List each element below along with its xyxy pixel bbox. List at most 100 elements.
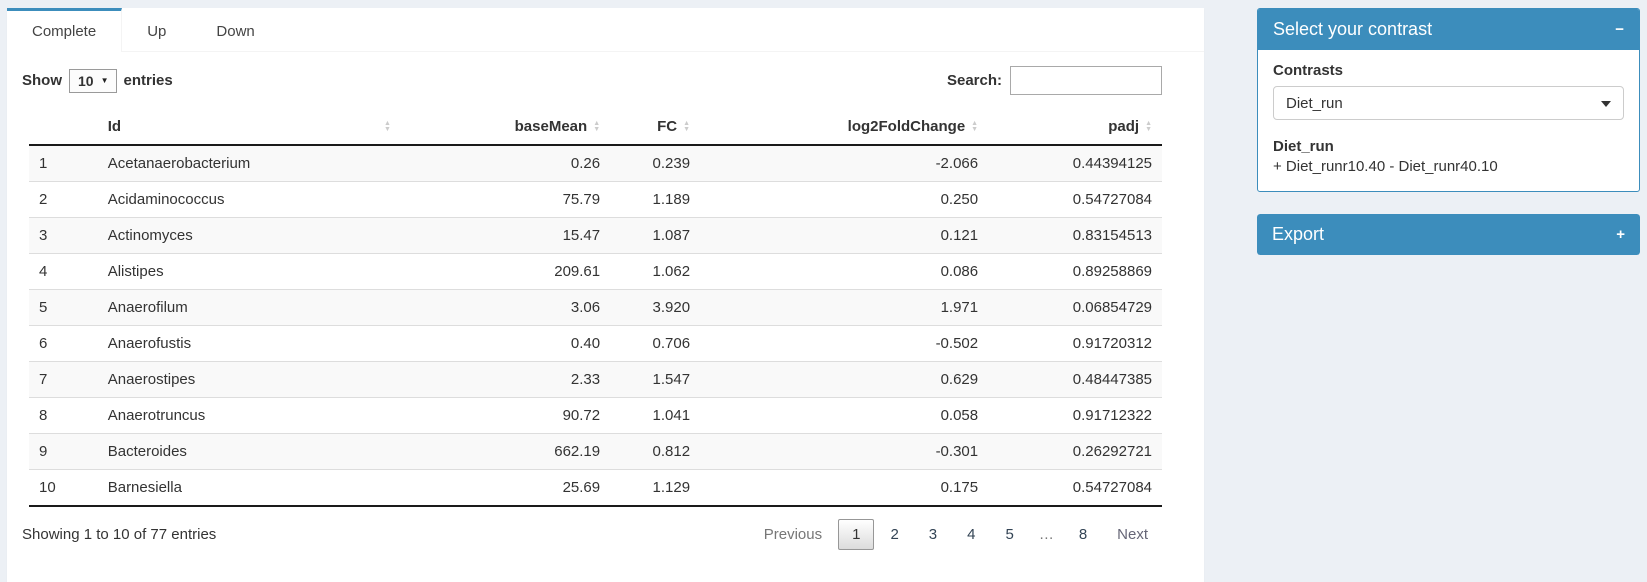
page-length-value: 10 [78, 72, 94, 89]
basemean-cell: 662.19 [554, 443, 601, 460]
id-cell: Anaerotruncus [107, 407, 206, 424]
table-row[interactable]: 10 Barnesiella 25.69 1.129 0.175 0.54727084 [29, 469, 1162, 507]
expand-plus-icon[interactable]: + [1616, 226, 1625, 243]
table-row[interactable]: 8 Anaerotruncus 90.72 1.041 0.058 0.91712322 [29, 397, 1162, 434]
row-index-cell: 2 [39, 191, 48, 208]
basemean-cell: 3.06 [570, 299, 601, 316]
sidebar: Select your contrast − Contrasts Diet_ru… [1257, 8, 1640, 255]
log2foldchange-cell: -0.301 [935, 443, 979, 460]
column-label: baseMean [514, 118, 588, 135]
pagination-page-1[interactable]: 1 [838, 519, 875, 550]
log2foldchange-cell: 0.250 [940, 191, 979, 208]
search-input[interactable] [1010, 66, 1162, 95]
id-cell: Acidaminococcus [107, 191, 225, 208]
id-cell: Anaerofustis [107, 335, 192, 352]
column-label: FC [657, 118, 678, 135]
pagination-page-2[interactable]: 2 [890, 526, 899, 543]
table-row[interactable]: 2 Acidaminococcus 75.79 1.189 0.250 0.5472708… [29, 181, 1162, 218]
show-label: Show [22, 72, 62, 89]
id-cell: Alistipes [107, 263, 164, 280]
contrasts-label: Contrasts [1273, 62, 1344, 79]
fc-cell: 1.062 [652, 263, 691, 280]
tab-complete[interactable]: Complete [7, 8, 123, 52]
tab-bar: Complete Up Down [7, 8, 1204, 52]
padj-cell: 0.44394125 [1072, 155, 1152, 172]
pagination-page-3[interactable]: 3 [928, 526, 938, 543]
results-panel: Complete Up Down Show 10 ▼ entries Search: [7, 8, 1204, 582]
contrast-box-body: Contrasts Diet_run Diet_run + Diet_runr1… [1258, 50, 1639, 191]
column-header-fc[interactable]: FC ▲ ▼ [610, 109, 701, 146]
row-index-cell: 6 [39, 335, 48, 352]
row-index-header [29, 109, 98, 146]
contrast-box-title: Select your contrast [1273, 19, 1433, 39]
sort-icon: ▲ ▼ [593, 119, 601, 133]
id-cell: Anaerostipes [107, 371, 196, 388]
row-index-cell: 1 [39, 155, 48, 172]
table-row[interactable]: 9 Bacteroides 662.19 0.812 -0.301 0.26292721 [29, 433, 1162, 470]
table-header: Id ▲ ▼ baseMean ▲ ▼ [29, 109, 1162, 146]
fc-cell: 1.189 [652, 191, 691, 208]
column-header-basemean[interactable]: baseMean ▲ ▼ [400, 109, 611, 146]
row-index-cell: 5 [39, 299, 48, 316]
search-control: Search: [947, 66, 1162, 95]
column-header-log2foldchange[interactable]: log2FoldChange ▲ ▼ [700, 109, 989, 146]
tab-up[interactable]: Up [147, 23, 167, 40]
table-row[interactable]: 6 Anaerofustis 0.40 0.706 -0.502 0.91720312 [29, 325, 1162, 362]
log2foldchange-cell: 0.629 [940, 371, 979, 388]
table-body: 1 Acetanaerobacterium 0.26 0.239 -2.066 0.443… [29, 145, 1162, 506]
padj-cell: 0.54727084 [1072, 479, 1152, 496]
table-row[interactable]: 1 Acetanaerobacterium 0.26 0.239 -2.066 0.443… [29, 145, 1162, 182]
table-row[interactable]: 3 Actinomyces 15.47 1.087 0.121 0.83154513 [29, 217, 1162, 254]
basemean-cell: 209.61 [554, 263, 601, 280]
export-box-header: Export + [1257, 214, 1640, 255]
column-header-padj[interactable]: padj ▲ ▼ [988, 109, 1162, 146]
padj-cell: 0.89258869 [1072, 263, 1152, 280]
panel-content: Show 10 ▼ entries Search: [7, 52, 1204, 560]
padj-cell: 0.54727084 [1072, 191, 1152, 208]
column-label: padj [1108, 118, 1140, 135]
fc-cell: 1.129 [652, 479, 691, 496]
tab-down[interactable]: Down [216, 23, 255, 40]
sort-icon: ▲ ▼ [1145, 119, 1152, 133]
contrast-name: Diet_run [1273, 138, 1334, 155]
caret-down-icon: ▼ [100, 76, 109, 85]
padj-cell: 0.48447385 [1072, 371, 1152, 388]
basemean-cell: 25.69 [562, 479, 601, 496]
id-cell: Bacteroides [107, 443, 187, 460]
table-row[interactable]: 5 Anaerofilum 3.06 3.920 1.971 0.06854729 [29, 289, 1162, 326]
fc-cell: 0.239 [652, 155, 691, 172]
datatable-wrapper: Show 10 ▼ entries Search: [22, 66, 1162, 550]
contrast-select-value: Diet_run [1286, 94, 1343, 112]
fc-cell: 0.706 [652, 335, 691, 352]
log2foldchange-cell: -2.066 [935, 155, 979, 172]
fc-cell: 0.812 [652, 443, 691, 460]
pagination-page-5[interactable]: 5 [1005, 526, 1014, 543]
pagination-page-4[interactable]: 4 [967, 526, 976, 543]
row-index-cell: 7 [39, 371, 48, 388]
log2foldchange-cell: -0.502 [935, 335, 979, 352]
log2foldchange-cell: 0.086 [940, 263, 979, 280]
padj-cell: 0.26292721 [1072, 443, 1152, 460]
pagination-next[interactable]: Next [1117, 526, 1148, 543]
fc-cell: 3.920 [652, 299, 691, 316]
row-index-cell: 9 [39, 443, 48, 460]
contrast-select[interactable]: Diet_run [1273, 86, 1624, 120]
table-row[interactable]: 7 Anaerostipes 2.33 1.547 0.629 0.48447385 [29, 361, 1162, 398]
page-length-select[interactable]: 10 ▼ [69, 68, 117, 93]
pagination-page-8[interactable]: 8 [1078, 526, 1088, 543]
log2foldchange-cell: 0.058 [940, 407, 979, 424]
export-box-title: Export [1272, 224, 1325, 244]
id-cell: Acetanaerobacterium [107, 155, 251, 172]
caret-down-icon [1601, 101, 1611, 107]
table-row[interactable]: 4 Alistipes 209.61 1.062 0.086 0.89258869 [29, 253, 1162, 290]
collapse-minus-icon[interactable]: − [1615, 21, 1624, 38]
fc-cell: 1.547 [652, 371, 691, 388]
padj-cell: 0.91712322 [1072, 407, 1152, 424]
basemean-cell: 2.33 [570, 371, 601, 388]
padj-cell: 0.06854729 [1072, 299, 1152, 316]
basemean-cell: 15.47 [562, 227, 601, 244]
column-header-id[interactable]: Id ▲ ▼ [97, 109, 401, 146]
contrast-box-header: Select your contrast − [1258, 9, 1639, 50]
results-table: Id ▲ ▼ baseMean ▲ ▼ [29, 109, 1162, 507]
